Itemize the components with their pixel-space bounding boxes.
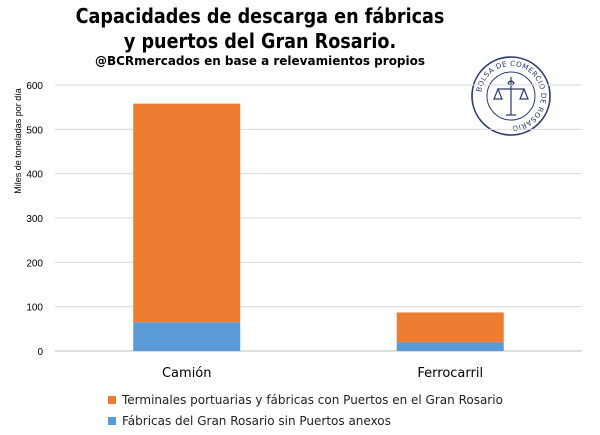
chart-subtitle: @BCRmercados en base a relevamientos pro…: [94, 54, 426, 68]
chart-title: Capacidades de descarga en fábricas y pu…: [75, 4, 445, 53]
x-tick-label: Camión: [162, 366, 212, 381]
bar-fabricas-0: [133, 322, 241, 351]
bolsa-seal-logo: BOLSA DE COMERCIO DE ROSARIO: [471, 56, 551, 136]
legend-item-puertos: Terminales portuarias y fábricas con Pue…: [108, 389, 503, 410]
y-tick-label: 600: [26, 81, 43, 92]
legend: Terminales portuarias y fábricas con Pue…: [108, 389, 503, 431]
bar-fabricas-1: [396, 342, 504, 351]
legend-label-fabricas: Fábricas del Gran Rosario sin Puertos an…: [122, 413, 391, 428]
legend-swatch-puertos: [108, 395, 116, 404]
legend-item-fabricas: Fábricas del Gran Rosario sin Puertos an…: [108, 410, 503, 431]
legend-swatch-fabricas: [108, 416, 116, 425]
bar-puertos-1: [396, 312, 504, 343]
y-tick-label: 200: [26, 258, 43, 269]
y-tick-label: 300: [26, 214, 43, 225]
y-tick-label: 500: [26, 125, 43, 136]
y-tick-label: 0: [37, 347, 43, 358]
legend-label-puertos: Terminales portuarias y fábricas con Pue…: [122, 392, 503, 407]
y-tick-label: 400: [26, 170, 43, 181]
bar-puertos-0: [133, 103, 241, 323]
y-tick-label: 100: [26, 303, 43, 314]
x-tick-label: Ferrocarril: [417, 366, 483, 381]
